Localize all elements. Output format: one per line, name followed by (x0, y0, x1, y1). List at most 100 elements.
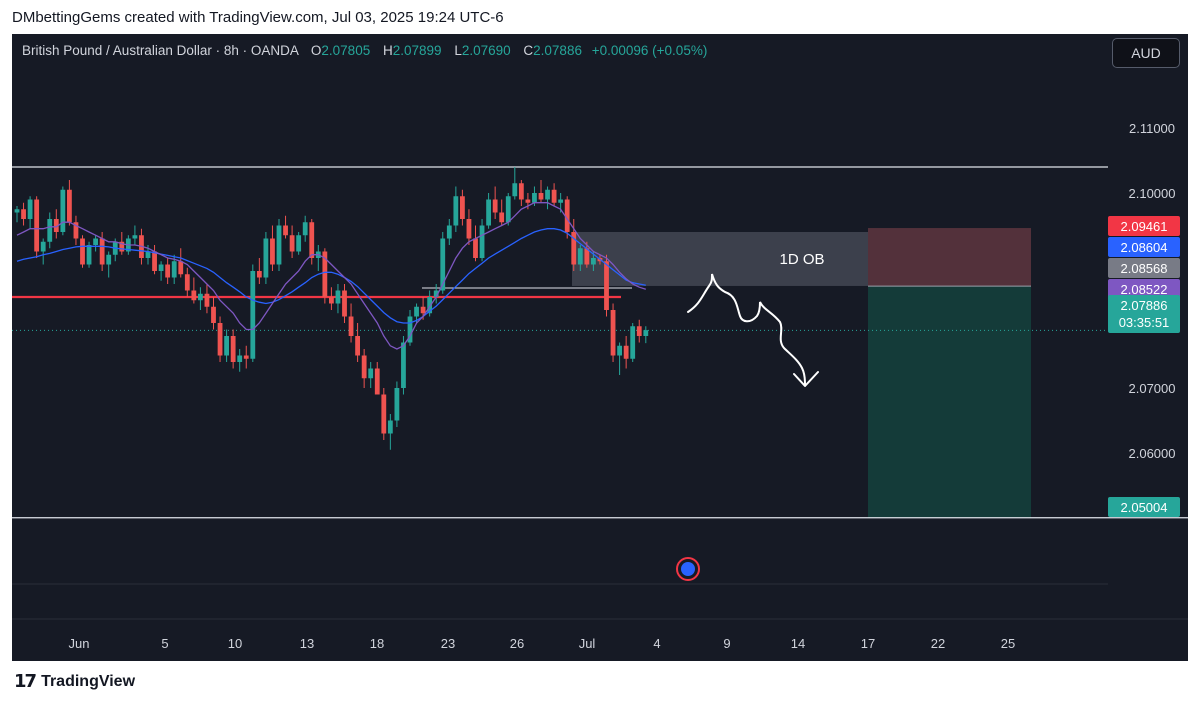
candle-body (256, 271, 262, 278)
candle-body (14, 209, 20, 213)
candle-body (86, 245, 92, 265)
candle-body (198, 293, 203, 301)
close-value: 2.07886 (533, 43, 582, 58)
candle-body (132, 235, 138, 239)
candle-body (433, 290, 439, 297)
candle-body (27, 199, 33, 219)
candle-body (184, 274, 190, 291)
price-axis-tick: 2.07000 (1129, 381, 1176, 396)
tradingview-logo-icon: 17 (14, 671, 37, 692)
candle-body (171, 261, 177, 278)
candle-body (361, 355, 367, 379)
time-axis-tick: 17 (861, 636, 875, 651)
candle-body (348, 316, 354, 336)
price-label-badge (1108, 216, 1180, 236)
candle-body (296, 235, 302, 252)
candle-body (387, 420, 393, 434)
candle-body (368, 368, 374, 379)
candle-body (302, 222, 308, 236)
candle-body (623, 345, 629, 359)
candle-body (492, 199, 498, 213)
price-label-badge (1108, 279, 1180, 299)
candle-body (165, 264, 171, 278)
price-label-badge (1108, 497, 1180, 517)
low-label: L (454, 43, 462, 58)
candle-body (73, 222, 79, 239)
candle-body (440, 238, 446, 291)
time-axis-tick: 14 (791, 636, 805, 651)
candle-body (584, 248, 590, 265)
candle-body (545, 189, 550, 200)
open-label: O (310, 43, 322, 58)
candle-body (604, 261, 609, 310)
candle-body (47, 219, 53, 242)
candle-body (486, 199, 491, 226)
candle-body (512, 183, 518, 197)
stop-loss-zone (868, 228, 1031, 287)
symbol-name[interactable]: British Pound / Australian Dollar · 8h ·… (22, 43, 299, 58)
candle-body (571, 232, 577, 265)
candle-body (355, 336, 360, 356)
candle-body (420, 306, 426, 314)
candle-body (453, 196, 459, 226)
candle-body (93, 238, 98, 245)
candle-body (407, 316, 413, 343)
candle-body (99, 238, 105, 265)
candle-body (630, 326, 636, 359)
candle-body (466, 219, 472, 239)
candle-body (322, 251, 328, 297)
candle-body (414, 306, 419, 317)
candle-body (34, 199, 40, 252)
candle-body (263, 238, 269, 278)
candle-body (446, 225, 452, 239)
candle-body (309, 222, 315, 258)
candle-body (119, 241, 125, 252)
change-value: +0.00096 (+0.05%) (591, 43, 708, 58)
candle-body (591, 258, 596, 265)
candle-body (558, 199, 564, 203)
candle-body (106, 254, 112, 265)
candle-body (518, 183, 524, 200)
price-label-badge (1108, 237, 1180, 257)
projection-arrowhead (793, 371, 819, 387)
candle-body (427, 297, 433, 314)
candle-body (342, 290, 347, 317)
price-label-value: 2.08568 (1121, 261, 1168, 276)
currency-button[interactable]: AUD (1112, 38, 1180, 68)
candle-body (374, 368, 380, 395)
candle-body (178, 261, 184, 275)
candle-body (211, 306, 216, 323)
time-axis-tick: 10 (228, 636, 242, 651)
price-label-value: 2.09461 (1121, 219, 1168, 234)
footer-bar: 17 TradingView (0, 661, 1200, 703)
price-label-value: 2.05004 (1121, 500, 1168, 515)
candle-body (505, 196, 511, 223)
candle-body (237, 355, 243, 362)
time-axis-tick: Jul (579, 636, 596, 651)
candle-body (224, 336, 229, 356)
time-axis-tick: 4 (653, 636, 660, 651)
candle-body (610, 310, 616, 356)
candle-body (401, 342, 406, 388)
candle-body (21, 209, 26, 219)
candle-body (636, 326, 642, 336)
candle-body (243, 355, 249, 359)
chart-header-bar: DMbettingGems created with TradingView.c… (0, 0, 1200, 34)
candle-body (204, 293, 210, 307)
time-axis-tick: 5 (161, 636, 168, 651)
close-label: C (523, 43, 534, 58)
candle-body (525, 199, 531, 203)
australia-flag-icon (681, 562, 695, 576)
price-label-badge (1108, 258, 1180, 278)
candle-body (53, 219, 59, 232)
chart-canvas[interactable]: 1D OB 2.11000 2.10000 2.07000 2.06000 2.09461… (12, 34, 1188, 661)
candle-body (617, 345, 622, 356)
time-axis-tick: 18 (370, 636, 384, 651)
candle-body (564, 199, 570, 232)
price-label-value: 2.08522 (1121, 282, 1168, 297)
candle-body (270, 238, 275, 265)
time-axis-tick: Jun (69, 636, 90, 651)
price-chart[interactable]: 1D OB 2.11000 2.10000 2.07000 2.06000 2.09461… (12, 34, 1188, 661)
tradingview-brand[interactable]: 17 TradingView (14, 671, 135, 692)
candle-body (479, 225, 485, 258)
